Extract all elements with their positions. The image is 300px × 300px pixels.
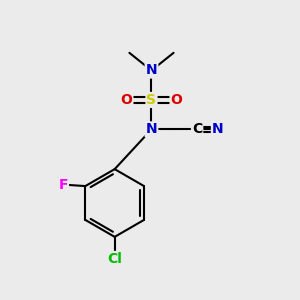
Text: O: O (121, 93, 132, 107)
Text: C: C (192, 122, 202, 136)
Text: N: N (212, 122, 224, 136)
Text: F: F (58, 178, 68, 192)
Text: S: S (146, 93, 157, 107)
Text: O: O (171, 93, 182, 107)
Text: Cl: Cl (107, 252, 122, 266)
Text: N: N (146, 64, 157, 77)
Text: N: N (146, 122, 157, 136)
